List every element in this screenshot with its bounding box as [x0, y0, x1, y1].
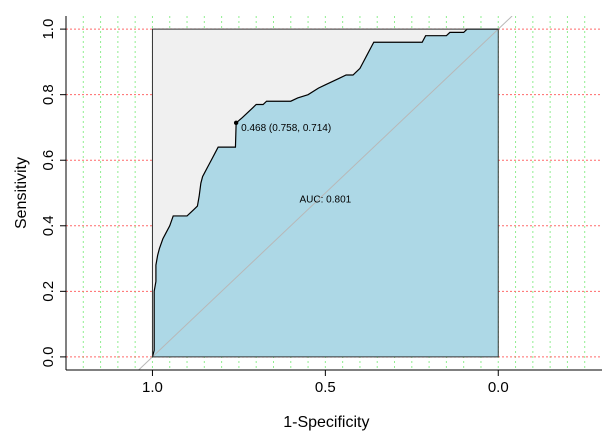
roc-curve-layer [151, 28, 499, 358]
y-tick-label: 0.0 [40, 346, 57, 367]
plot-frame-layer [151, 28, 499, 358]
best-threshold-label: 0.468 (0.758, 0.714) [241, 123, 331, 134]
diagonal-layer [138, 16, 513, 370]
auc-label: AUC: 0.801 [300, 195, 352, 206]
axis-layer: 1.0 0.5 0.0 0.0 0.2 0.4 0.6 0.8 1.0 [40, 16, 602, 396]
x-tick-label: 0.5 [315, 379, 336, 396]
y-tick-label: 0.4 [40, 215, 57, 236]
y-tick-label: 1.0 [40, 19, 57, 40]
y-tick-label: 0.6 [40, 150, 57, 171]
y-tick-label: 0.2 [40, 281, 57, 302]
y-axis-title: Sensitivity [13, 157, 30, 229]
best-threshold-point [233, 120, 239, 126]
x-tick-label: 1.0 [142, 379, 163, 396]
unit-square-outline [151, 28, 499, 358]
x-axis-title: 1-Specificity [283, 414, 369, 431]
roc-curve-line [151, 28, 499, 358]
y-tick-label: 0.8 [40, 84, 57, 105]
diagonal-reference-line [138, 16, 513, 370]
x-tick-label: 0.0 [488, 379, 509, 396]
